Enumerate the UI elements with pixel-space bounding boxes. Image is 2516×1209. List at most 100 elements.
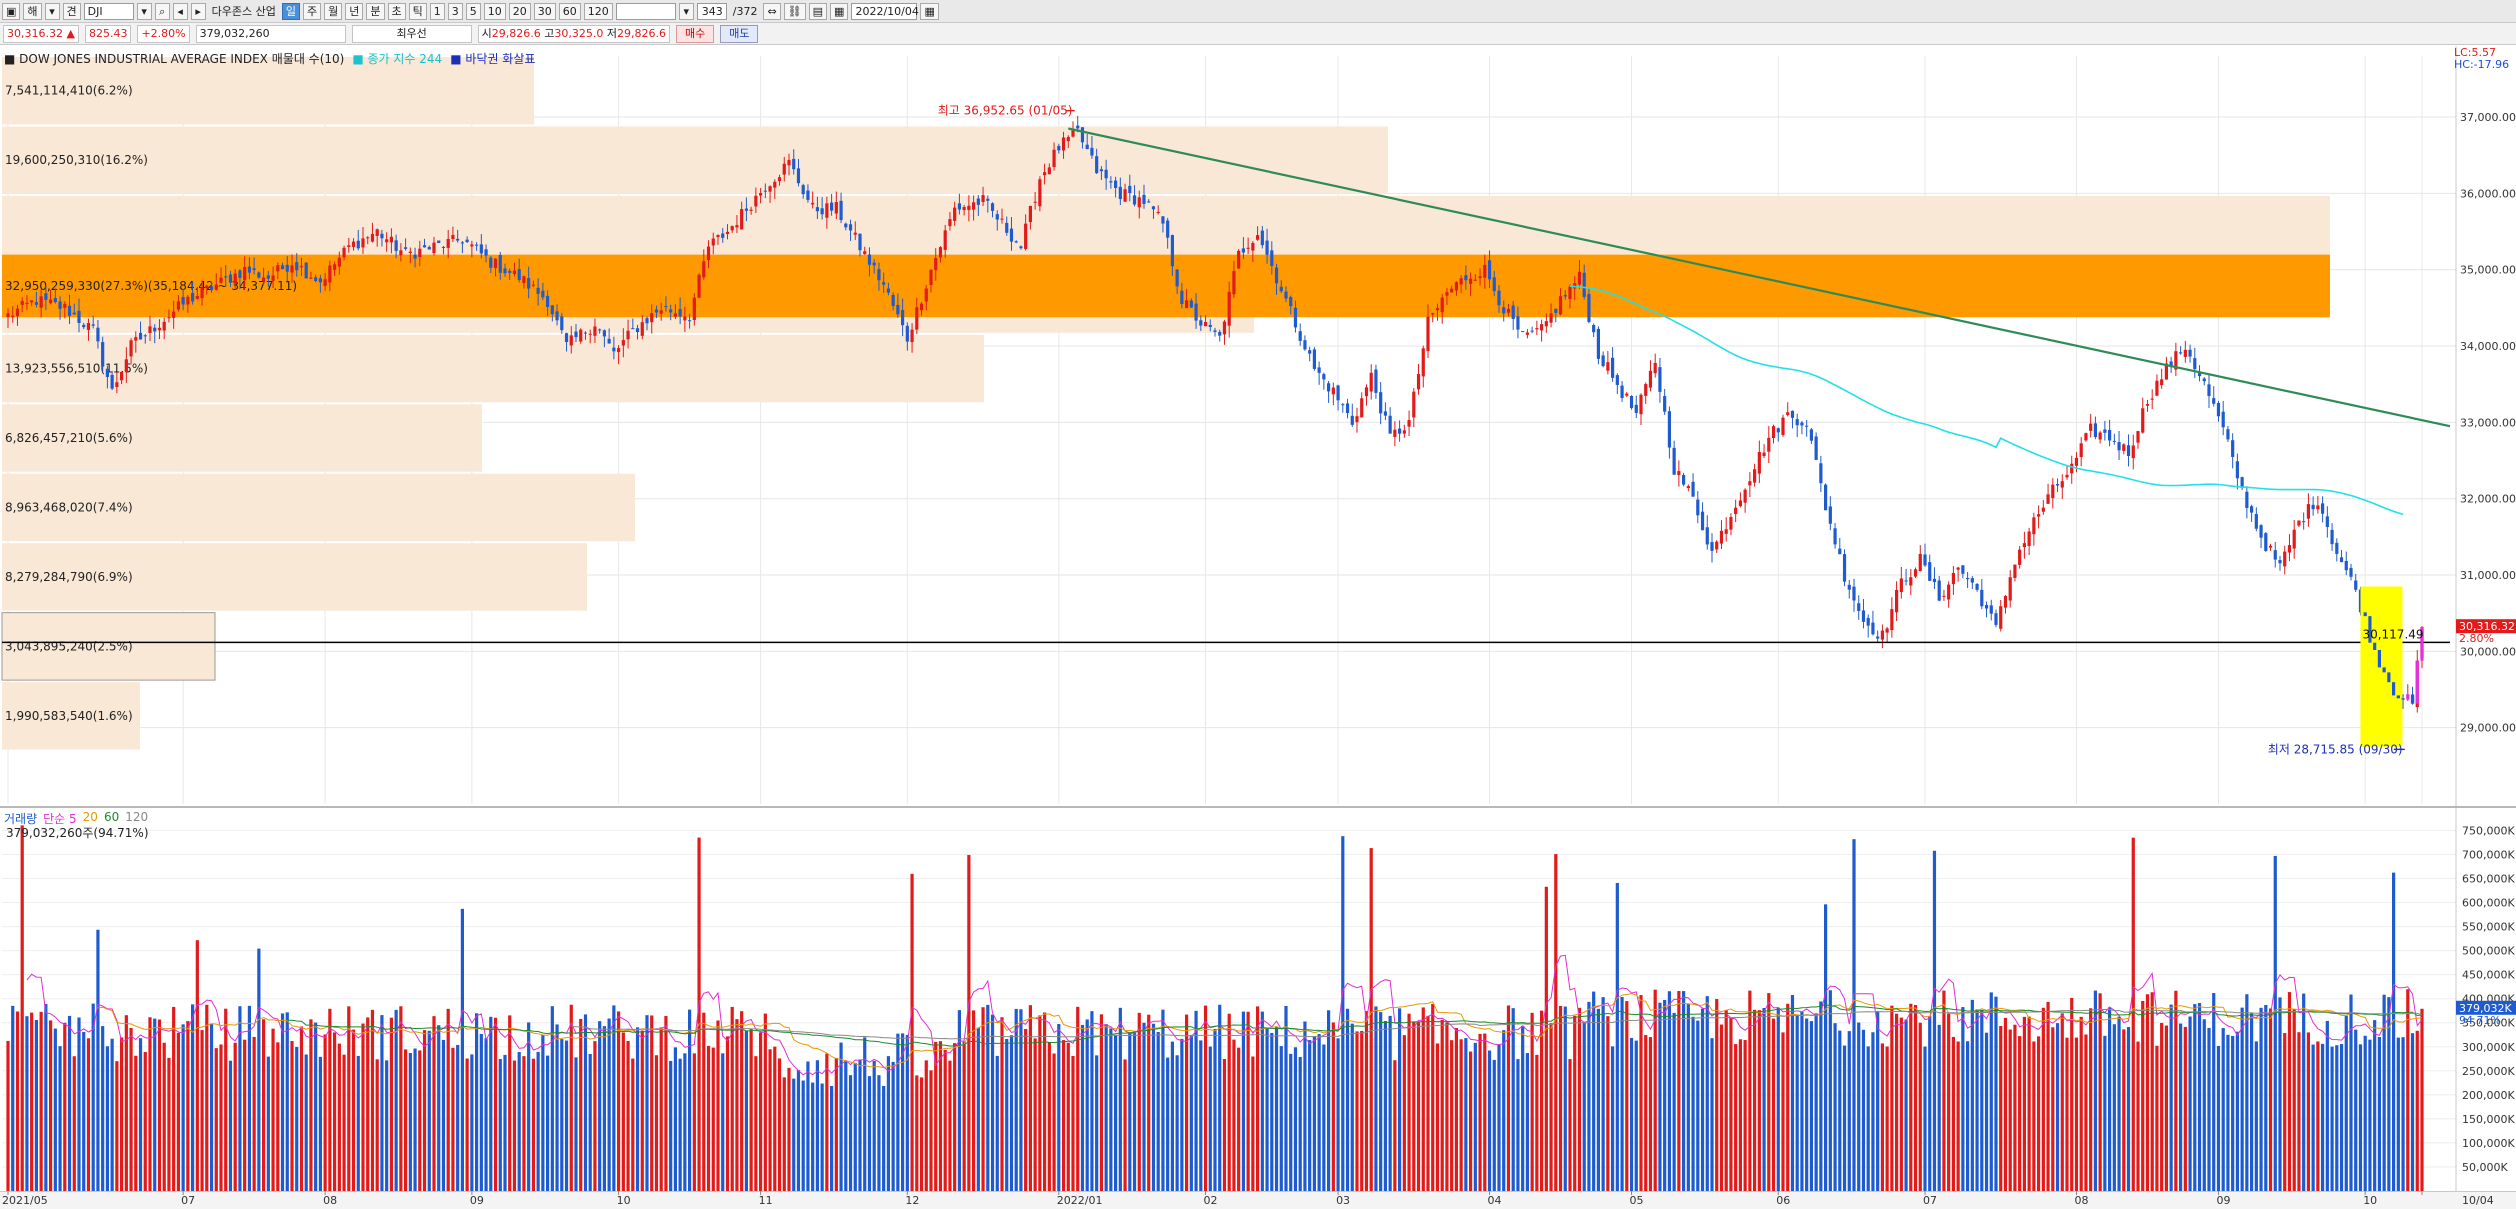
interval-30[interactable]: 30 bbox=[533, 2, 556, 20]
interval-1[interactable]: 1 bbox=[429, 2, 445, 20]
interval-10[interactable]: 10 bbox=[483, 2, 506, 20]
candle-body bbox=[58, 301, 62, 309]
volume-bar bbox=[1421, 1007, 1425, 1191]
volume-bar bbox=[1842, 1045, 1847, 1191]
search-icon[interactable]: ⌕ bbox=[154, 2, 170, 20]
time-tick-label: 09 bbox=[470, 1194, 484, 1207]
interval-5[interactable]: 5 bbox=[465, 2, 481, 20]
zoom-icon[interactable]: ⇔ bbox=[763, 2, 781, 20]
candle-body bbox=[2103, 429, 2107, 433]
volume-bar bbox=[503, 1054, 507, 1191]
volume-chart[interactable]: 50,000K 100,000K 150,000K 200,000K 250,000K 3… bbox=[0, 808, 2516, 1191]
candle-body bbox=[583, 332, 588, 334]
buy-button[interactable]: 매수 bbox=[675, 24, 715, 43]
candle-body bbox=[1104, 169, 1108, 179]
candle-body bbox=[1615, 375, 1619, 385]
candle-body bbox=[1038, 179, 1042, 207]
volume-bar bbox=[574, 1057, 578, 1191]
interval-3[interactable]: 3 bbox=[447, 2, 463, 20]
calendar-icon[interactable]: ▦ bbox=[920, 2, 939, 20]
candle-body bbox=[2231, 440, 2235, 457]
symbol-dropdown-icon[interactable]: ▾ bbox=[136, 2, 152, 20]
volume-bar bbox=[1521, 1025, 1525, 1191]
candle-body bbox=[290, 265, 294, 273]
interval-dropdown-icon[interactable]: ▾ bbox=[678, 2, 694, 20]
sell-button[interactable]: 매도 bbox=[720, 24, 759, 43]
volume-bar bbox=[34, 1019, 38, 1191]
volume-bar bbox=[1043, 1012, 1047, 1191]
candle-body bbox=[1440, 297, 1444, 313]
candle-body bbox=[569, 335, 573, 346]
candle-highlight bbox=[2420, 627, 2424, 661]
period-minute[interactable]: 분 bbox=[366, 2, 385, 20]
volume-bar bbox=[2003, 1017, 2008, 1191]
window-menu-icon[interactable]: ▣ bbox=[2, 2, 21, 20]
interval-20[interactable]: 20 bbox=[508, 2, 531, 20]
link-icon[interactable]: ⛓ bbox=[783, 2, 806, 20]
date-input[interactable]: 2022/10/04 bbox=[851, 2, 919, 20]
save-icon[interactable]: ▤ bbox=[808, 2, 828, 20]
volume-bar bbox=[1743, 1040, 1747, 1191]
volume-bar bbox=[2344, 1015, 2348, 1191]
candle-body bbox=[2193, 358, 2197, 370]
volume-bar bbox=[1388, 1015, 1392, 1191]
period-tick[interactable]: 틱 bbox=[408, 2, 427, 20]
volume-bar bbox=[271, 1028, 275, 1191]
interval-120[interactable]: 120 bbox=[583, 2, 613, 20]
volume-bar bbox=[2155, 1045, 2159, 1191]
volume-bar bbox=[446, 1008, 450, 1191]
volume-bar bbox=[1450, 1040, 1454, 1191]
setting-icon[interactable]: ▦ bbox=[830, 2, 849, 20]
price-chart[interactable]: 29,000.00 30,000.00 31,000.00 32,000.00 33,0… bbox=[0, 46, 2516, 806]
period-second[interactable]: 초 bbox=[387, 2, 406, 20]
candle-body bbox=[1085, 144, 1089, 150]
toolbar: ▣ 해 ▾ 견 DJI ▾ ⌕ ◂ ▸ 다우존스 산업 일 주 월 년 분 초 … bbox=[0, 0, 2516, 23]
candle-body bbox=[2202, 378, 2206, 382]
volume-bar bbox=[351, 1029, 356, 1191]
volume-legend: 거래량 단순 5 20 60 120 bbox=[4, 810, 148, 827]
candle-body bbox=[2325, 516, 2329, 527]
menu-day[interactable]: 해 bbox=[23, 2, 42, 20]
count-input[interactable]: 343 bbox=[696, 2, 727, 20]
volume-bar bbox=[1975, 1009, 1979, 1191]
candle-body bbox=[1975, 583, 1979, 590]
period-year[interactable]: 년 bbox=[345, 2, 364, 20]
candle-body bbox=[2283, 551, 2287, 567]
candle-body bbox=[1549, 313, 1553, 323]
period-week[interactable]: 주 bbox=[303, 2, 322, 20]
candle-body bbox=[1336, 385, 1340, 401]
volume-bar bbox=[1379, 1012, 1383, 1191]
dropdown-arrow-icon[interactable]: ▾ bbox=[44, 2, 60, 20]
volume-bar bbox=[934, 1041, 938, 1191]
candle-highlight bbox=[2410, 694, 2415, 704]
volume-profile-bar bbox=[2, 334, 984, 403]
volume-bar bbox=[1866, 1046, 1870, 1191]
candle-body bbox=[1966, 577, 1970, 580]
volume-bar bbox=[867, 1076, 872, 1191]
volume-bar bbox=[2060, 1013, 2064, 1191]
period-day[interactable]: 일 bbox=[281, 2, 300, 20]
price-tick-label: 36,000.00 bbox=[2460, 187, 2516, 200]
volume-bar bbox=[1795, 1015, 1799, 1191]
candle-body bbox=[422, 245, 427, 248]
prev-symbol-icon[interactable]: ◂ bbox=[172, 2, 188, 20]
candle-body bbox=[901, 310, 905, 326]
period-month[interactable]: 월 bbox=[324, 2, 343, 20]
interval-custom-input[interactable] bbox=[615, 2, 676, 20]
interval-60[interactable]: 60 bbox=[558, 2, 581, 20]
volume-bar bbox=[44, 1003, 48, 1191]
symbol-code-input[interactable]: DJI bbox=[83, 2, 134, 20]
volume-bar bbox=[172, 1006, 176, 1191]
menu-type[interactable]: 견 bbox=[62, 2, 81, 20]
order-type[interactable]: 최우선 bbox=[351, 24, 472, 43]
volume-bar bbox=[11, 1005, 15, 1191]
time-axis bbox=[0, 1191, 2516, 1209]
candle-body bbox=[593, 326, 597, 336]
next-symbol-icon[interactable]: ▸ bbox=[190, 2, 206, 20]
candle-body bbox=[1435, 308, 1440, 311]
candle-body bbox=[1961, 565, 1965, 574]
pane-divider[interactable] bbox=[0, 806, 2516, 808]
volume-bar bbox=[314, 1022, 318, 1191]
candle-body bbox=[2136, 431, 2140, 443]
time-tick-label: 2022/01 bbox=[1057, 1194, 1103, 1207]
